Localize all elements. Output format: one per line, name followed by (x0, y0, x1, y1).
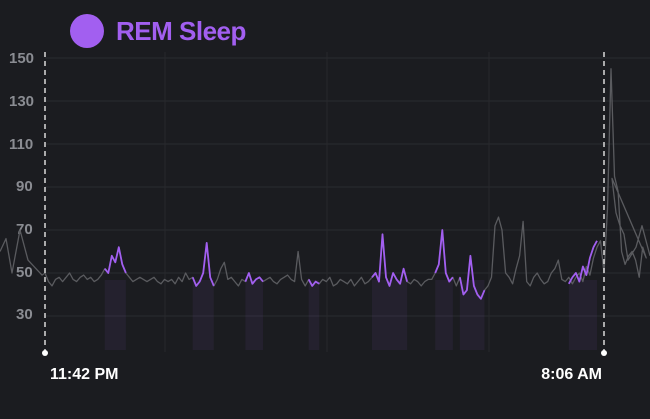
rem-period-band (371, 280, 408, 350)
legend: REM Sleep (70, 12, 246, 50)
rem-sleep-segment (104, 246, 127, 274)
rem-sleep-segment (244, 272, 264, 285)
session-end-marker[interactable] (601, 350, 607, 356)
session-bounds (42, 52, 607, 356)
y-tick-label: 30 (16, 306, 33, 323)
rem-sleep-segment (434, 229, 454, 283)
legend-label: REM Sleep (116, 15, 246, 46)
end-time-label: 8:06 AM (541, 366, 602, 383)
chart-grid (45, 52, 650, 352)
heart-rate-series (0, 68, 650, 300)
start-time-label: 11:42 PM (50, 366, 119, 383)
heart-rate-line (0, 68, 650, 300)
y-tick-label: 130 (9, 93, 34, 110)
rem-sleep-segment (191, 241, 215, 287)
rem-sleep-segment (568, 240, 598, 285)
y-tick-label: 110 (9, 136, 33, 153)
rem-period-band (192, 280, 214, 350)
y-axis-ticks: 150 130 110 90 70 50 30 (9, 50, 34, 323)
rem-period-bands (104, 280, 597, 350)
y-tick-label: 90 (16, 178, 33, 195)
y-tick-label: 70 (16, 221, 33, 238)
rem-sleep-series (104, 229, 598, 300)
rem-period-band (308, 280, 320, 350)
session-start-marker[interactable] (42, 350, 48, 356)
rem-period-band (104, 280, 126, 350)
rem-period-band (245, 280, 263, 350)
rem-sleep-segment (459, 254, 486, 300)
y-tick-label: 50 (16, 264, 33, 281)
rem-sleep-segment (371, 233, 408, 287)
rem-sleep-legend-dot (70, 14, 104, 48)
y-tick-label: 150 (9, 50, 34, 67)
rem-sleep-segment (307, 278, 320, 287)
rem-period-band (435, 280, 453, 350)
rem-period-band (459, 280, 485, 350)
rem-period-band (568, 280, 597, 350)
